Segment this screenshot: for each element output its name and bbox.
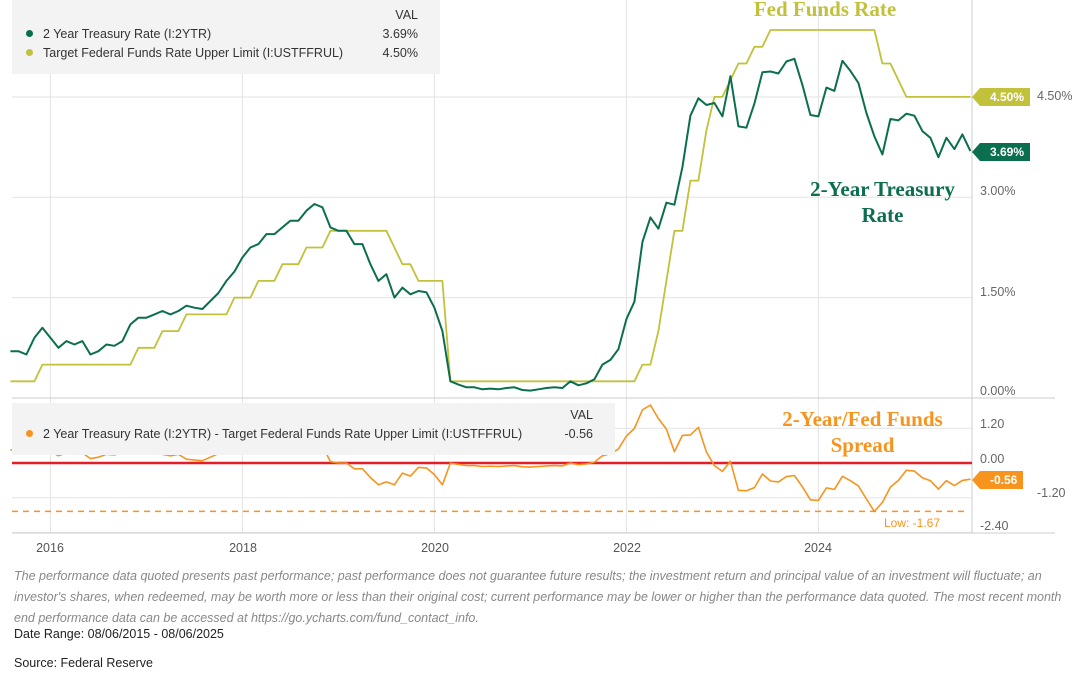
legend-label: 2 Year Treasury Rate (I:2YTR) - Target F… [43, 427, 523, 441]
legend-item-spread: 2 Year Treasury Rate (I:2YTR) - Target F… [26, 427, 522, 441]
x-tick-label: 2022 [613, 541, 641, 555]
legend-value-treasury: 3.69% [382, 27, 418, 41]
bottom-legend: VAL 2 Year Treasury Rate (I:2YTR) - Targ… [12, 403, 615, 455]
y-tick-label: 1.50% [980, 285, 1016, 299]
legend-value-fedfunds: 4.50% [382, 46, 418, 60]
spread-dot-icon [26, 430, 33, 437]
fedfunds-dot-icon [26, 49, 33, 56]
y-tick-label: 4.50% [1037, 89, 1073, 103]
chart-canvas [10, 0, 1055, 534]
x-tick-label: 2016 [36, 541, 64, 555]
legend-header: VAL [395, 8, 418, 22]
legend-item-treasury: 2 Year Treasury Rate (I:2YTR) [26, 27, 211, 41]
date-range: Date Range: 08/06/2015 - 08/06/2025 [14, 627, 224, 641]
legend-label: 2 Year Treasury Rate (I:2YTR) [43, 27, 212, 41]
disclaimer: The performance data quoted presents pas… [14, 569, 1062, 625]
treasury-line [10, 57, 972, 392]
y-tick-label: -2.40 [980, 519, 1009, 533]
low-label: Low: -1.67 [884, 516, 941, 530]
x-tick-label: 2020 [421, 541, 449, 555]
legend-header: VAL [570, 408, 593, 422]
treasury-dot-icon [26, 30, 33, 37]
source: Source: Federal Reserve [14, 656, 153, 670]
y-tick-label: 0.00% [980, 384, 1016, 398]
spread-annotation: 2-Year/Fed Funds Spread [782, 407, 943, 457]
fed-funds-annotation: Fed Funds Rate [753, 0, 897, 21]
fedfunds-last-tag: 4.50% [971, 88, 1031, 106]
y-tick-label: -1.20 [1037, 486, 1066, 500]
x-tick-label: 2018 [229, 541, 257, 555]
legend-label: Target Federal Funds Rate Upper Limit (I… [43, 46, 344, 60]
spread-line [10, 404, 971, 513]
legend-item-fedfunds: Target Federal Funds Rate Upper Limit (I… [26, 46, 343, 60]
x-tick-label: 2024 [804, 541, 832, 555]
y-tick-label: 3.00% [980, 184, 1016, 198]
y-tick-label: 1.20 [980, 417, 1005, 431]
legend-value-spread: -0.56 [564, 427, 594, 441]
y-tick-label: 0.00 [980, 452, 1005, 466]
treasury-annotation: 2-Year Treasury Rate [810, 177, 955, 227]
treasury-last-tag: 3.69% [971, 143, 1031, 161]
spread-last-tag: -0.56 [971, 471, 1024, 489]
fedfunds-line [10, 29, 971, 383]
top-legend: VAL 2 Year Treasury Rate (I:2YTR) 3.69% … [12, 0, 440, 74]
